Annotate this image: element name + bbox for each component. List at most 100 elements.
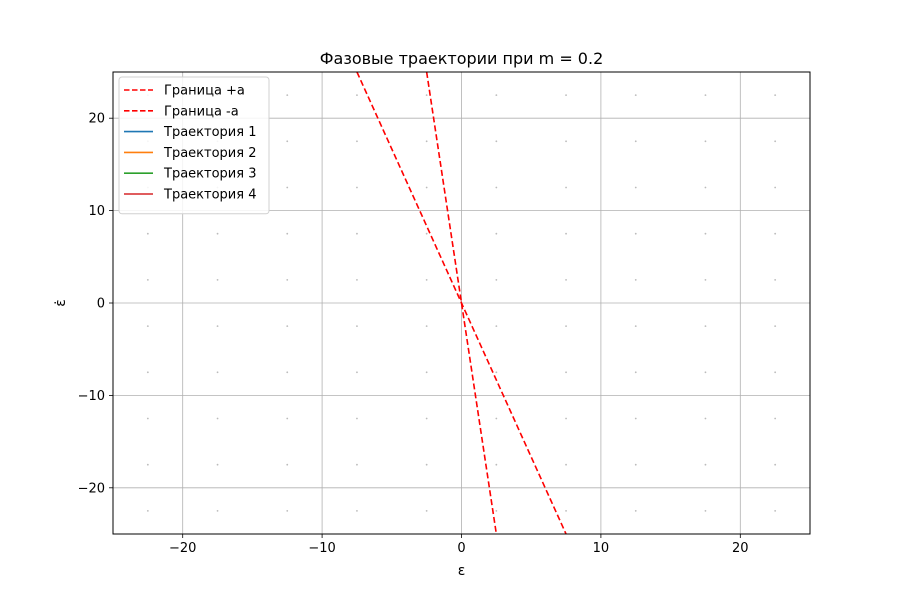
vector-field-point xyxy=(634,232,637,235)
vector-field-point xyxy=(425,417,428,420)
vector-field-point xyxy=(146,232,149,235)
vector-field-point xyxy=(565,371,567,374)
vector-field-point xyxy=(425,232,428,235)
vector-field-point xyxy=(216,325,219,327)
vector-field-point xyxy=(704,279,707,281)
y-axis-label: ε̇ xyxy=(53,299,69,307)
vector-field-point xyxy=(356,510,358,512)
vector-field-point xyxy=(634,463,637,466)
vector-field-point xyxy=(146,325,149,327)
vector-field-point xyxy=(495,417,498,420)
vector-field-point xyxy=(356,140,358,143)
vector-field-point xyxy=(634,94,637,96)
vector-field-point xyxy=(565,325,567,327)
vector-field-point xyxy=(774,417,777,420)
vector-field-point xyxy=(216,463,219,466)
x-tick-label: −10 xyxy=(308,541,335,556)
vector-field-point xyxy=(216,371,219,374)
vector-field-point xyxy=(704,417,707,420)
vector-field-point xyxy=(495,371,498,374)
vector-field-point xyxy=(634,417,637,420)
axis-ticks: −20 −10 0 10 20 −20 −10 0 10 20 xyxy=(78,112,749,556)
vector-field-point xyxy=(216,279,219,281)
legend: Граница +a Граница -a Траектория 1 Траектор… xyxy=(118,76,270,215)
vector-field-point xyxy=(704,186,707,189)
vector-field-point xyxy=(495,232,498,235)
vector-field-point xyxy=(356,232,358,235)
x-tick-label: 20 xyxy=(732,541,749,556)
vector-field-point xyxy=(146,279,149,281)
vector-field-point xyxy=(774,279,777,281)
vector-field-point xyxy=(634,279,637,281)
vector-field-point xyxy=(495,463,498,466)
legend-label: Граница +a xyxy=(164,84,245,99)
y-tick-label: −20 xyxy=(78,481,105,496)
legend-label: Траектория 1 xyxy=(163,125,256,140)
vector-field-point xyxy=(146,417,149,420)
series-line xyxy=(356,71,567,535)
legend-label: Траектория 2 xyxy=(163,146,256,161)
vector-field-point xyxy=(425,371,428,374)
chart-title: Фазовые траектории при m = 0.2 xyxy=(320,49,604,68)
y-tick-label: −10 xyxy=(78,389,105,404)
vector-field-point xyxy=(425,279,428,281)
vector-field-point xyxy=(495,140,498,143)
vector-field-point xyxy=(425,325,428,327)
vector-field-point xyxy=(286,417,289,420)
x-tick-label: 0 xyxy=(457,541,465,556)
vector-field-point xyxy=(286,463,289,466)
vector-field-point xyxy=(356,186,358,189)
vector-field-point xyxy=(634,510,637,512)
series-layer xyxy=(356,71,567,535)
vector-field-point xyxy=(774,232,777,235)
vector-field-point xyxy=(146,463,149,466)
vector-field-point xyxy=(565,279,567,281)
vector-field-point xyxy=(286,325,289,327)
x-tick-label: 10 xyxy=(593,541,610,556)
vector-field-point xyxy=(634,140,637,143)
vector-field-point xyxy=(286,140,289,143)
legend-label: Траектория 3 xyxy=(163,167,256,182)
vector-field-point xyxy=(286,510,289,512)
vector-field-point xyxy=(216,417,219,420)
vector-field-point xyxy=(704,510,707,512)
vector-field-point xyxy=(774,371,777,374)
vector-field-point xyxy=(774,94,777,96)
vector-field-point xyxy=(634,371,637,374)
vector-field-point xyxy=(704,325,707,327)
vector-field-point xyxy=(774,186,777,189)
vector-field-point xyxy=(704,140,707,143)
vector-field-point xyxy=(286,371,289,374)
vector-field-point xyxy=(704,232,707,235)
y-tick-label: 10 xyxy=(88,204,105,219)
vector-field-point xyxy=(634,186,637,189)
vector-field-point xyxy=(495,186,498,189)
vector-field-point xyxy=(495,510,498,512)
vector-field-point xyxy=(425,463,428,466)
vector-field-point xyxy=(565,417,567,420)
legend-box xyxy=(118,76,270,215)
vector-field-point xyxy=(356,94,358,96)
vector-field-point xyxy=(286,232,289,235)
y-tick-label: 0 xyxy=(97,297,105,312)
vector-field-point xyxy=(356,417,358,420)
vector-field-point xyxy=(704,371,707,374)
vector-field-point xyxy=(565,232,567,235)
vector-field-point xyxy=(565,94,567,96)
legend-label: Траектория 4 xyxy=(163,188,256,203)
vector-field-point xyxy=(425,510,428,512)
vector-field-point xyxy=(565,510,567,512)
x-axis-label: ε xyxy=(458,563,466,579)
vector-field-point xyxy=(495,279,498,281)
series-line xyxy=(425,71,498,535)
vector-field-point xyxy=(774,325,777,327)
vector-field-point xyxy=(704,463,707,466)
vector-field-point xyxy=(286,279,289,281)
vector-field xyxy=(146,94,777,512)
vector-field-point xyxy=(495,325,498,327)
vector-field-point xyxy=(425,140,428,143)
vector-field-point xyxy=(356,371,358,374)
vector-field-point xyxy=(356,463,358,466)
vector-field-point xyxy=(495,94,498,96)
